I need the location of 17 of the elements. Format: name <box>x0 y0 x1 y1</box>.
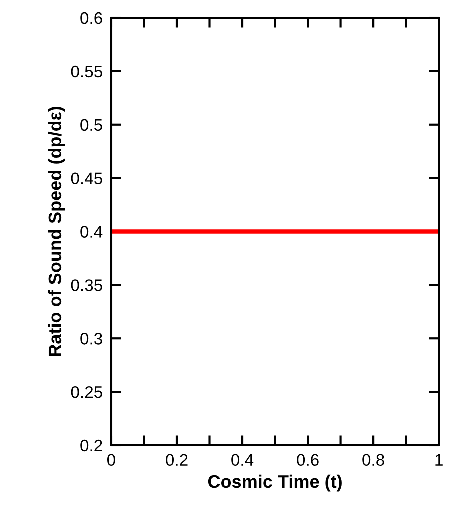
y-axis-title: Ratio of Sound Speed (dp/dε) <box>48 106 66 356</box>
x-tick-label: 0.6 <box>297 454 319 466</box>
x-tick-label: 1 <box>436 454 443 466</box>
y-tick-label: 0.4 <box>80 226 103 238</box>
x-tick-label: 0 <box>107 454 116 466</box>
y-tick-label: 0.5 <box>80 119 102 132</box>
y-tick-label: 0.25 <box>71 386 102 398</box>
y-tick-label: 0.2 <box>80 440 102 452</box>
y-tick-label: 0.45 <box>71 172 102 185</box>
y-tick-label: 0.6 <box>80 12 102 24</box>
y-tick-label: 0.55 <box>71 66 102 78</box>
y-tick-label: 0.3 <box>80 333 102 345</box>
x-tick-label: 0.2 <box>166 454 188 466</box>
x-tick-label: 0.8 <box>362 454 384 466</box>
x-tick-label: 0.4 <box>232 454 254 466</box>
y-tick-label: 0.35 <box>71 280 102 292</box>
x-axis-title: Cosmic Time (t) <box>208 474 342 492</box>
